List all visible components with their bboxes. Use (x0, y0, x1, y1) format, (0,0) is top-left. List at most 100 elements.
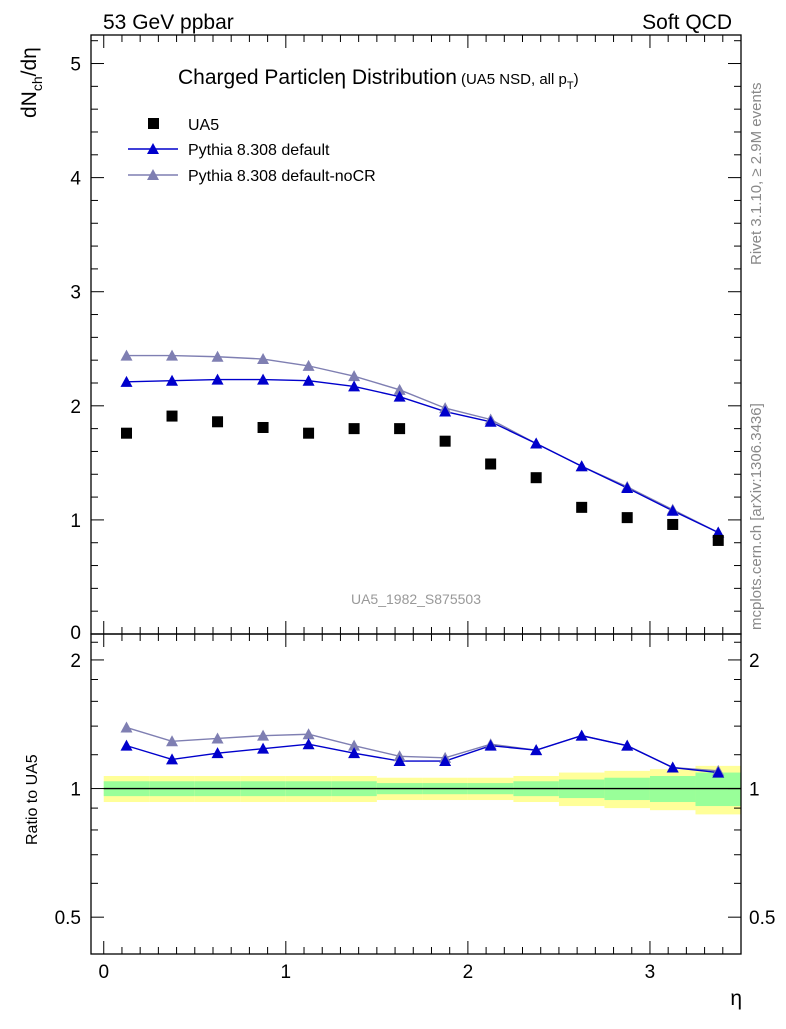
marker-default (120, 375, 133, 387)
ratio-marker-default-noCR (348, 739, 361, 751)
marker-ua5 (530, 472, 542, 484)
top-y-axis-label-main: dN (18, 91, 41, 118)
legend-marker-default (147, 143, 159, 154)
rivet-side-label: Rivet 3.1.10, ≥ 2.9M events (748, 83, 765, 266)
legend-marker-default-noCR (147, 169, 159, 180)
marker-ua5 (348, 423, 360, 435)
x-tick-label: 2 (463, 962, 474, 983)
marker-ua5 (303, 427, 315, 439)
ratio-marker-default-noCR (257, 729, 270, 741)
ratio-band-inner (695, 772, 741, 807)
top-y-axis-label-sub: ch (29, 76, 45, 91)
ratio-marker-default (166, 753, 179, 765)
series-line-default-noCR (126, 354, 719, 534)
marker-ua5 (212, 416, 224, 428)
ratio-marker-default (302, 738, 315, 750)
marker-default (575, 460, 588, 472)
marker-ua5 (667, 518, 679, 530)
header-left: 53 GeV ppbar (103, 11, 234, 34)
marker-ua5 (485, 458, 497, 470)
marker-default (621, 481, 634, 493)
ratio-marker-default (621, 739, 634, 751)
marker-default-noCR (166, 349, 179, 361)
ratio-marker-default (393, 755, 406, 767)
marker-default-noCR (120, 349, 133, 361)
x-axis-label: η (730, 987, 742, 1010)
ratio-marker-default (211, 747, 224, 759)
top-y-tick-label: 5 (70, 55, 81, 76)
marker-ua5 (621, 512, 633, 524)
x-tick-label: 1 (281, 962, 292, 983)
ratio-y-tick-label-right: 1 (749, 780, 760, 801)
ratio-y-tick-label: 2 (70, 651, 81, 672)
mcplots-side-label: mcplots.cern.ch [arXiv:1306.3436] (748, 403, 765, 630)
marker-ua5 (121, 427, 133, 439)
marker-ua5 (394, 423, 406, 435)
marker-default (484, 415, 497, 427)
ratio-marker-default-noCR (302, 728, 315, 740)
watermark-label: UA5_1982_S875503 (351, 591, 481, 607)
header-right: Soft QCD (642, 11, 732, 34)
ratio-y-tick-label: 1 (70, 780, 81, 801)
ratio-y-tick-label: 0.5 (55, 908, 81, 929)
top-panel: 1 2 3 4 5 0 (70, 34, 742, 644)
marker-ua5 (439, 435, 451, 447)
ratio-marker-default (712, 766, 725, 778)
marker-default (302, 374, 315, 386)
ratio-y-tick-label-right: 2 (749, 651, 760, 672)
top-y-axis-label-end: /dη (18, 47, 41, 76)
marker-default (348, 380, 361, 392)
marker-default (666, 504, 679, 516)
chart-title-note-end: ) (574, 71, 579, 88)
marker-default-noCR (211, 350, 224, 362)
top-y-tick-label: 4 (70, 169, 81, 190)
top-y-tick-label: 3 (70, 283, 81, 304)
marker-default-noCR (393, 383, 406, 395)
marker-ua5 (257, 421, 269, 433)
ratio-y-tick-label-right: 0.5 (749, 908, 775, 929)
ratio-marker-default-noCR (120, 721, 133, 733)
marker-ua5 (712, 534, 724, 546)
top-y-axis-label: dNch/dη (18, 47, 45, 118)
legend: UA5 Pythia 8.308 default Pythia 8.308 de… (128, 117, 376, 185)
marker-default-noCR (257, 353, 270, 365)
ratio-plot-frame (90, 633, 742, 955)
chart-title-note-sub: T (567, 80, 574, 92)
marker-default (439, 405, 452, 417)
marker-default-noCR (302, 359, 315, 371)
ratio-marker-default (348, 747, 361, 759)
marker-default (166, 374, 179, 386)
ratio-marker-default (439, 755, 452, 767)
top-y-tick-label: 1 (70, 511, 81, 532)
ratio-marker-default (575, 729, 588, 741)
ratio-marker-default (257, 742, 270, 754)
ratio-marker-default-noCR (166, 735, 179, 747)
marker-ua5 (166, 410, 178, 422)
ratio-panel: 0 1 2 3 0.5 0.5 1 1 2 2 (55, 633, 775, 983)
ratio-marker-default (530, 744, 543, 756)
ratio-y-axis-label: Ratio to UA5 (24, 754, 41, 845)
series-line-default (126, 378, 719, 534)
chart-title-main: Charged Particleη Distribution (178, 66, 457, 89)
ratio-marker-default (120, 739, 133, 751)
marker-default (712, 526, 725, 538)
chart-title: Charged Particleη Distribution (UA5 NSD, … (178, 66, 579, 92)
marker-default (211, 373, 224, 385)
x-tick-label: 3 (645, 962, 656, 983)
ratio-marker-default (484, 739, 497, 751)
chart-title-note: (UA5 NSD, all p (461, 71, 567, 88)
top-y-tick-label: 2 (70, 397, 81, 418)
legend-label-default: Pythia 8.308 default (188, 142, 330, 159)
x-tick-label: 0 (98, 962, 109, 983)
legend-label-ua5: UA5 (188, 117, 219, 134)
marker-default (257, 373, 270, 385)
marker-default-noCR (348, 370, 361, 382)
legend-marker-ua5 (148, 118, 159, 129)
marker-default (393, 390, 406, 402)
marker-ua5 (576, 501, 588, 513)
legend-label-default-noCR: Pythia 8.308 default-noCR (188, 168, 376, 185)
ratio-marker-default-noCR (211, 732, 224, 744)
ratio-line-default (126, 734, 719, 774)
